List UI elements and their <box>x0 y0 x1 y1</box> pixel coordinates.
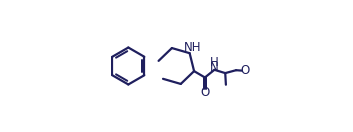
Text: N: N <box>210 61 219 74</box>
Text: O: O <box>200 86 210 99</box>
Text: O: O <box>241 64 250 77</box>
Text: H: H <box>210 56 219 69</box>
Text: NH: NH <box>184 41 202 54</box>
